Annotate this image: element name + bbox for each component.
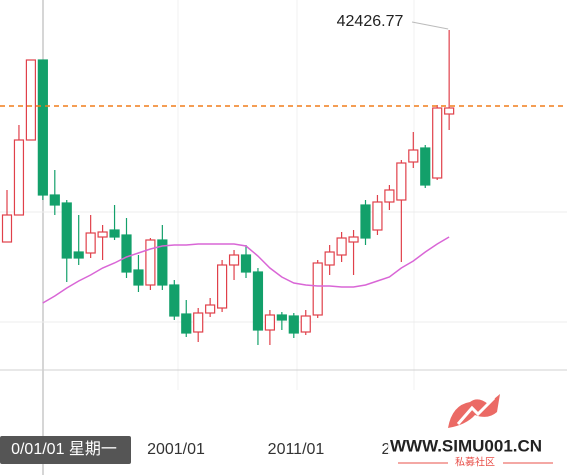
x-tick-label: 0/01/01 星期一 — [11, 440, 117, 458]
candle-body — [193, 312, 204, 333]
candle-body — [444, 107, 455, 115]
candle-body — [432, 107, 443, 179]
candle-body — [25, 59, 36, 141]
candle-body — [312, 262, 323, 316]
candle-body — [97, 231, 108, 238]
ma-line — [42, 236, 450, 304]
watermark-text: WWW.SIMU001.CN — [390, 436, 542, 455]
candle-body — [372, 201, 383, 231]
max-leader — [411, 21, 449, 30]
candle-body — [276, 314, 287, 321]
candle-body — [49, 194, 60, 206]
candle-body — [217, 264, 228, 309]
candle-body — [384, 189, 395, 203]
candle-body — [85, 232, 96, 254]
candle-body — [324, 251, 335, 266]
candle-body — [408, 149, 419, 163]
candle-body — [240, 254, 252, 273]
candle-body — [396, 162, 407, 201]
watermark: WWW.SIMU001.CN 私募社区 — [388, 394, 567, 469]
candle-body — [109, 229, 120, 238]
watermark-sub: 私募社区 — [455, 456, 495, 469]
candle-body — [169, 284, 180, 317]
x-tick-label: 2011/01 — [268, 441, 325, 458]
candle-body — [264, 314, 275, 331]
candle-body — [300, 315, 311, 333]
watermark-logo-arrow — [456, 396, 496, 425]
candle-body — [157, 239, 168, 286]
candle-body — [121, 234, 132, 273]
candle-body — [420, 147, 431, 186]
x-tick-label: 2001/01 — [147, 441, 205, 458]
candle-body — [228, 254, 240, 266]
candle-body — [360, 204, 371, 239]
watermark-bg — [388, 435, 567, 459]
candle-body — [37, 59, 48, 196]
candle-body — [288, 315, 299, 334]
candle-body — [145, 239, 156, 286]
candle-body — [336, 237, 347, 256]
x-tick-label: 2 — [382, 441, 391, 458]
candle-body — [205, 304, 216, 314]
candle-body — [61, 202, 72, 259]
crosshair-label-box — [0, 436, 131, 464]
candle-body — [348, 236, 359, 243]
candle-body — [181, 313, 192, 334]
candle-body — [252, 271, 264, 331]
candle-body — [1, 214, 13, 243]
max-label: 42426.77 — [337, 13, 404, 30]
candle-body — [73, 251, 84, 259]
candle-body — [133, 269, 144, 286]
candle-body — [13, 139, 25, 216]
